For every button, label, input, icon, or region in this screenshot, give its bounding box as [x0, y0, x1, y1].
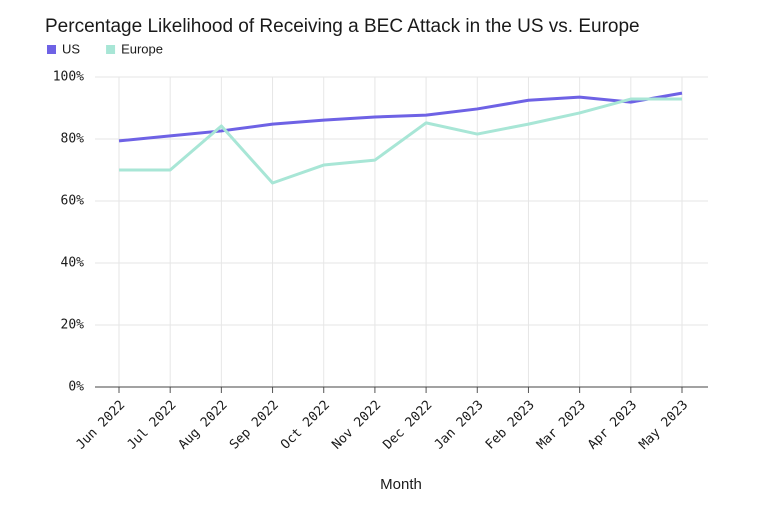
- x-tick-label: Sep 2022: [227, 398, 282, 453]
- legend-label: Europe: [121, 41, 163, 56]
- x-tick-label: Mar 2023: [534, 398, 589, 453]
- x-tick-label: Dec 2022: [381, 398, 436, 453]
- line-series: [118, 91, 683, 143]
- x-tick-label: Aug 2022: [176, 398, 231, 453]
- x-axis-label: Month: [380, 476, 422, 493]
- y-tick-label: 60%: [61, 194, 85, 209]
- x-tick-label: Apr 2023: [585, 398, 640, 453]
- legend-label: US: [62, 41, 80, 56]
- x-tick-label: Oct 2022: [278, 398, 333, 453]
- y-tick-label: 80%: [61, 132, 85, 147]
- legend-swatch: [47, 45, 56, 54]
- x-tick-label: Jul 2022: [125, 398, 180, 453]
- x-tick-label: Jan 2023: [432, 398, 487, 453]
- y-tick-label: 20%: [61, 318, 85, 333]
- y-tick-label: 40%: [61, 256, 85, 271]
- line-series: [119, 97, 682, 185]
- y-tick-label: 0%: [68, 380, 84, 395]
- y-tick-label: 100%: [53, 70, 84, 85]
- x-tick-label: Feb 2023: [483, 398, 538, 453]
- x-tick-label: Jun 2022: [73, 398, 128, 453]
- legend-swatch: [106, 45, 116, 54]
- x-tick-label: May 2023: [636, 398, 691, 453]
- x-tick-label: Nov 2022: [329, 398, 384, 453]
- chart-title: Percentage Likelihood of Receiving a BEC…: [45, 16, 640, 37]
